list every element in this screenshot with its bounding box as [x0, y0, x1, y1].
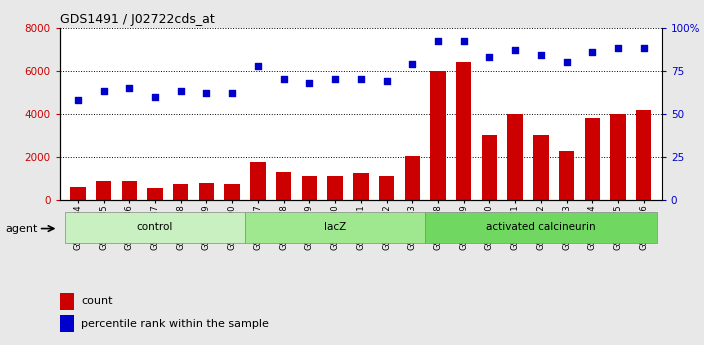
- Point: [227, 90, 238, 96]
- Bar: [301, 176, 317, 200]
- Point: [149, 94, 161, 99]
- Point: [458, 39, 470, 44]
- Bar: [584, 118, 600, 200]
- Bar: [559, 150, 574, 200]
- Point: [586, 49, 598, 55]
- Point: [355, 77, 366, 82]
- Bar: [379, 176, 394, 200]
- Bar: [60, 315, 74, 333]
- Text: activated calcineurin: activated calcineurin: [486, 222, 596, 232]
- Text: GDS1491 / J02722cds_at: GDS1491 / J02722cds_at: [60, 13, 215, 27]
- Text: percentile rank within the sample: percentile rank within the sample: [81, 319, 269, 329]
- Bar: [70, 187, 86, 200]
- Point: [612, 46, 624, 51]
- Point: [278, 77, 289, 82]
- Bar: [482, 135, 497, 200]
- Text: agent: agent: [6, 225, 38, 234]
- Bar: [65, 212, 245, 243]
- Text: lacZ: lacZ: [324, 222, 346, 232]
- Bar: [245, 212, 425, 243]
- Bar: [508, 114, 523, 200]
- Bar: [353, 173, 368, 200]
- Point: [638, 46, 649, 51]
- Bar: [533, 135, 548, 200]
- Bar: [122, 181, 137, 200]
- Point: [407, 61, 418, 67]
- Point: [484, 54, 495, 60]
- Bar: [250, 162, 265, 200]
- Bar: [199, 183, 214, 200]
- Point: [252, 63, 263, 68]
- Bar: [173, 184, 189, 200]
- Bar: [327, 176, 343, 200]
- Bar: [456, 62, 472, 200]
- Point: [201, 90, 212, 96]
- Bar: [430, 71, 446, 200]
- Point: [561, 59, 572, 65]
- Point: [381, 78, 392, 84]
- Point: [73, 97, 84, 103]
- Bar: [636, 110, 651, 200]
- Bar: [96, 181, 111, 200]
- Point: [175, 89, 187, 94]
- Point: [432, 39, 444, 44]
- Point: [124, 85, 135, 91]
- Bar: [425, 212, 657, 243]
- Bar: [225, 184, 240, 200]
- Bar: [60, 293, 74, 310]
- Text: count: count: [81, 296, 113, 306]
- Point: [535, 52, 546, 58]
- Point: [98, 89, 109, 94]
- Point: [303, 80, 315, 86]
- Bar: [276, 172, 291, 200]
- Text: control: control: [137, 222, 173, 232]
- Bar: [147, 188, 163, 200]
- Point: [510, 47, 521, 53]
- Point: [329, 77, 341, 82]
- Bar: [405, 156, 420, 200]
- Bar: [610, 114, 626, 200]
